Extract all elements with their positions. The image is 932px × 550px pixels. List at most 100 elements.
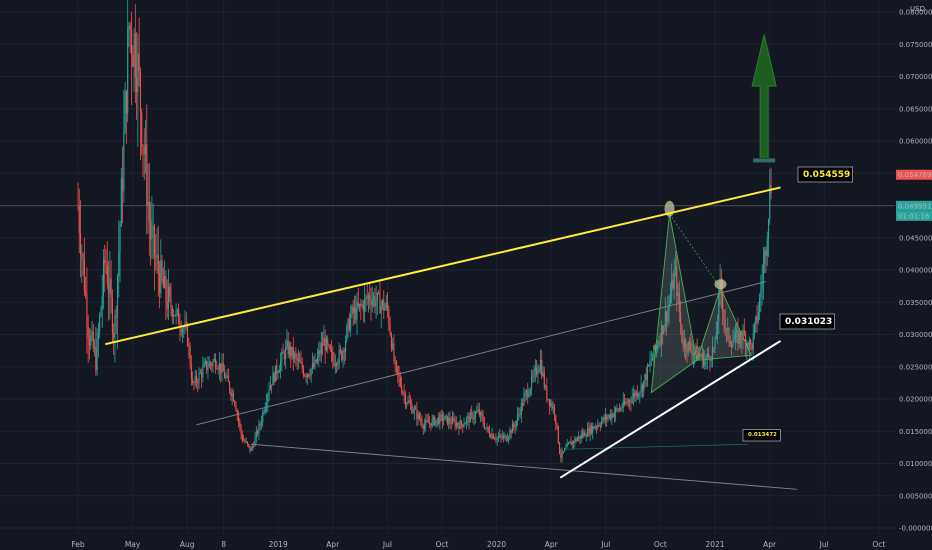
candle (755, 315, 757, 333)
candle-body (509, 430, 511, 437)
candle (95, 326, 97, 376)
candle-body (432, 416, 434, 420)
candle-body (157, 254, 159, 273)
candle (184, 310, 186, 334)
candle (314, 353, 316, 371)
candle-body (392, 343, 394, 349)
candle-body (339, 349, 341, 351)
candle-body (190, 365, 192, 379)
candle-body (439, 414, 441, 424)
candle-body (91, 331, 93, 336)
candle (170, 282, 172, 317)
candle-body (766, 238, 768, 256)
time-axis[interactable]: Feb May Aug 8 2019 Apr Jul Oct 2020 Apr Jul Oct 2021… (0, 535, 895, 550)
candle-body (230, 390, 232, 396)
candle (646, 363, 649, 387)
candle (115, 305, 117, 335)
candle (136, 31, 138, 120)
candle-body (655, 346, 657, 349)
candle-body (250, 447, 252, 451)
candle-body (95, 346, 97, 371)
candle (692, 343, 694, 369)
candle (411, 399, 413, 415)
candle-body (301, 362, 303, 369)
candle (350, 305, 352, 337)
candle (409, 395, 412, 410)
candle-body (485, 427, 487, 429)
candle-body (381, 300, 384, 305)
candle-body (486, 427, 488, 428)
candle (575, 436, 577, 443)
candle-body (380, 304, 382, 314)
candle-body (666, 311, 668, 322)
candle-body (597, 424, 599, 428)
candle-body (412, 412, 414, 413)
candle-body (85, 291, 87, 294)
candle-body (201, 372, 203, 378)
candle-body (508, 436, 510, 440)
candle (520, 398, 522, 423)
candle (429, 416, 431, 429)
candle (745, 330, 747, 358)
candle (269, 375, 271, 391)
candle (180, 320, 182, 337)
candle (384, 302, 386, 312)
candle (157, 225, 159, 297)
candle-body (585, 436, 587, 438)
candle-body (397, 366, 399, 374)
candle (678, 280, 680, 323)
candle-body (229, 382, 231, 391)
candle-body (418, 413, 420, 420)
candle-body (199, 372, 201, 374)
candle (565, 443, 567, 450)
candle (100, 305, 102, 318)
candle (220, 363, 222, 383)
candle (560, 448, 562, 463)
candle (381, 298, 384, 311)
candle-body (291, 347, 293, 357)
candle-body (366, 296, 368, 299)
candle (686, 343, 688, 364)
candle-body (220, 363, 222, 373)
candle (530, 369, 533, 396)
target-marker (753, 158, 776, 163)
support-price-label: 0.031023 (785, 317, 832, 327)
candle-body (514, 426, 516, 428)
candle-body (311, 363, 313, 370)
candle (448, 412, 450, 430)
candle (286, 329, 288, 350)
candle-body (635, 391, 637, 397)
candle (468, 412, 470, 430)
candle-body (215, 359, 217, 369)
candle-body (657, 345, 659, 347)
candle-body (378, 292, 380, 294)
candle (682, 329, 684, 353)
candle (467, 411, 469, 427)
candle (188, 337, 190, 359)
candle (766, 231, 768, 267)
candle (440, 410, 442, 422)
candle-body (352, 306, 354, 314)
candle-body (641, 384, 643, 392)
candle-body (453, 418, 455, 421)
candle-body (569, 441, 571, 443)
candle-body (281, 352, 283, 361)
candle (407, 395, 409, 406)
candle (365, 294, 367, 313)
candle-body (322, 343, 324, 346)
candle-body (248, 444, 250, 446)
candle-body (601, 421, 603, 426)
candle-body (323, 337, 325, 346)
resistance-price-label-box (797, 166, 853, 183)
candle (332, 345, 334, 369)
candle-body (678, 292, 680, 312)
candle-body (510, 430, 512, 434)
candle (259, 421, 261, 431)
candle (130, 11, 133, 106)
candle (344, 335, 347, 361)
harmonic-pattern (650, 200, 753, 394)
y-tick-label: 0.005000 (899, 492, 932, 500)
candle (458, 420, 460, 435)
